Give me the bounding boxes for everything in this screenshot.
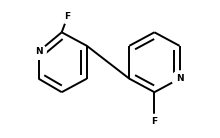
Text: N: N bbox=[176, 74, 183, 83]
Circle shape bbox=[172, 71, 187, 86]
Text: F: F bbox=[151, 117, 158, 126]
Circle shape bbox=[148, 114, 161, 128]
Text: N: N bbox=[35, 47, 42, 56]
Text: F: F bbox=[64, 12, 71, 21]
Circle shape bbox=[61, 10, 74, 24]
Circle shape bbox=[31, 44, 46, 59]
